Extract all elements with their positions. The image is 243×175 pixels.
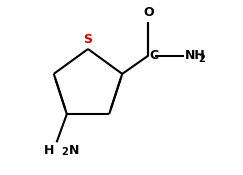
Text: O: O [143,6,154,19]
Text: S: S [84,33,93,46]
Text: N: N [69,144,79,157]
Text: 2: 2 [199,54,205,64]
Text: NH: NH [184,49,205,62]
Text: C: C [149,49,159,62]
Text: H: H [44,144,55,157]
Text: 2: 2 [61,147,68,157]
